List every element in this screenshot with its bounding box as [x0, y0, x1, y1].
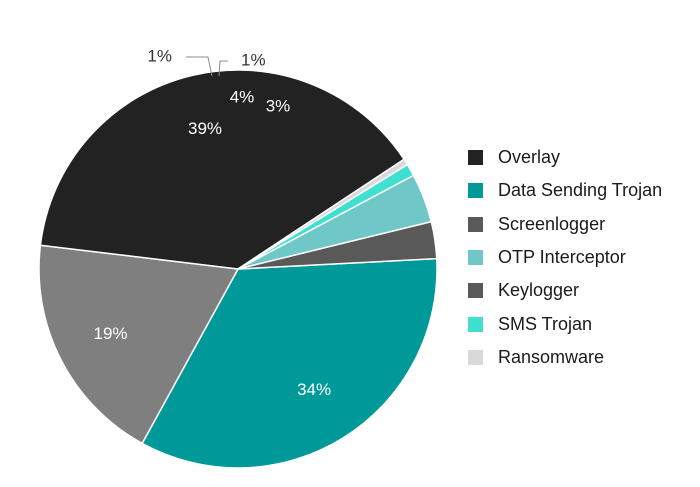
- data-label: 34%: [297, 380, 331, 399]
- legend-swatch: [468, 349, 483, 365]
- legend-item: OTP Interceptor: [468, 241, 696, 274]
- legend-item: Ransomware: [468, 341, 696, 374]
- legend-label: Keylogger: [498, 280, 580, 301]
- legend-swatch: [468, 250, 483, 266]
- pie-slice-screenlogger: [38, 244, 240, 445]
- legend-item: Keylogger: [468, 274, 696, 307]
- data-label: 3%: [266, 96, 291, 115]
- legend-swatch: [468, 150, 483, 166]
- data-label: 1%: [147, 46, 172, 65]
- data-label: 39%: [188, 119, 222, 138]
- data-label: 1%: [241, 50, 266, 69]
- legend-label: Overlay: [498, 147, 561, 168]
- legend-label: Screenlogger: [498, 213, 606, 234]
- data-label: 19%: [93, 324, 127, 343]
- leader-line: [186, 56, 213, 77]
- legend-label: Ransomware: [498, 346, 605, 367]
- legend-item: Data Sending Trojan: [468, 174, 696, 207]
- legend-swatch: [468, 183, 483, 199]
- legend-item: SMS Trojan: [468, 307, 696, 340]
- legend-swatch: [468, 216, 483, 232]
- pie-slice-data-sending-trojan: [141, 257, 438, 469]
- legend-swatch: [468, 283, 483, 299]
- pie-slice-keylogger: [237, 220, 438, 270]
- legend-swatch: [468, 316, 483, 332]
- legend-label: OTP Interceptor: [498, 247, 626, 268]
- legend: Overlay Data Sending Trojan Screenlogger OT…: [468, 141, 696, 374]
- legend-item: Overlay: [468, 141, 696, 174]
- legend-label: SMS Trojan: [498, 313, 593, 334]
- leader-line: [218, 60, 228, 77]
- data-label: 4%: [230, 87, 255, 106]
- legend-item: Screenlogger: [468, 208, 696, 241]
- legend-label: Data Sending Trojan: [498, 180, 663, 201]
- pie-slice-labels: 34% 19% 39% 1% 1% 4% 3%: [93, 46, 331, 398]
- pie-chart: 34% 19% 39% 1% 1% 4% 3%: [38, 46, 438, 469]
- pie-slices: [38, 69, 438, 469]
